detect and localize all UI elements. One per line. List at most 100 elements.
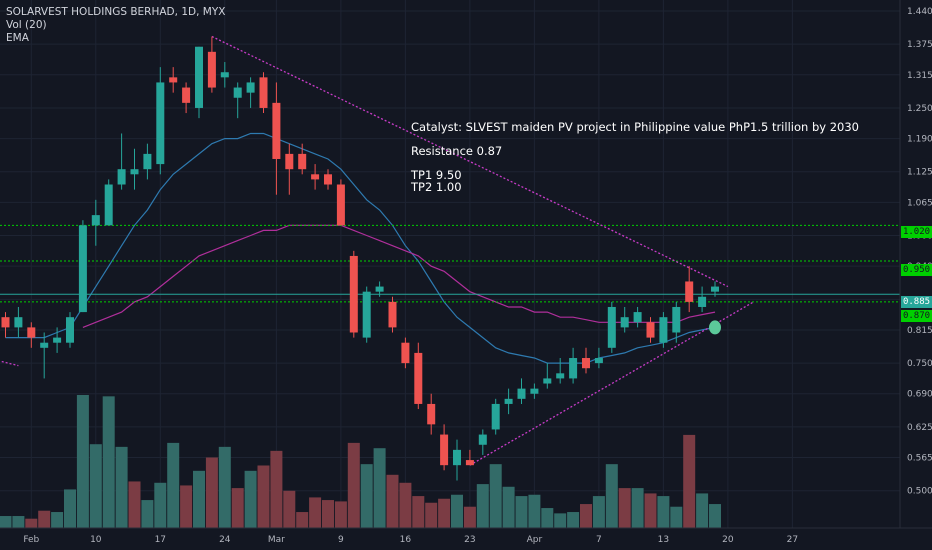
candle-body: [336, 184, 345, 226]
volume-bar: [347, 442, 360, 528]
candle-body: [620, 317, 629, 328]
volume-bar: [334, 501, 347, 528]
volume-bar: [683, 434, 696, 528]
tp1-note[interactable]: TP1 9.50: [411, 168, 462, 182]
price-tick-label: 0.815: [907, 326, 932, 336]
time-tick-label: 16: [400, 535, 412, 545]
candle-body: [78, 225, 87, 313]
volume-bar: [205, 457, 218, 528]
volume-bar: [360, 464, 373, 528]
candle-body: [711, 286, 719, 292]
candle-body: [1, 317, 10, 328]
volume-bar: [644, 493, 657, 528]
price-tick-label: 1.065: [907, 198, 932, 208]
candle-body: [130, 169, 139, 175]
volume-bar: [412, 496, 425, 528]
volume-bar: [257, 465, 270, 528]
volume-bar: [25, 518, 38, 528]
candle-body: [453, 449, 461, 466]
volume-bar: [180, 485, 193, 528]
volume-bar: [373, 448, 386, 528]
candle-body: [543, 378, 552, 384]
price-tick-label: 1.440: [907, 7, 932, 17]
candle-body: [233, 87, 242, 98]
volume-bar: [580, 504, 592, 528]
volume-bar: [76, 395, 89, 528]
price-tick-label: 0.500: [907, 487, 932, 497]
highlight-marker: [709, 320, 721, 335]
price-tick-label: 1.250: [907, 104, 932, 114]
price-badge-0950: 0.950: [901, 264, 932, 276]
candle-body: [14, 317, 23, 328]
volume-indicator-label[interactable]: Vol (20): [6, 19, 47, 31]
candle-body: [66, 317, 74, 343]
resistance-note[interactable]: Resistance 0.87: [411, 144, 503, 158]
candle-body: [401, 342, 410, 364]
candle-body: [427, 403, 436, 425]
volume-bar: [709, 504, 721, 528]
price-badge-1020: 1.020: [901, 226, 932, 238]
price-badge-0870: 0.870: [901, 310, 932, 322]
candle-body: [672, 306, 681, 333]
catalyst-note[interactable]: Catalyst: SLVEST maiden PV project in Ph…: [411, 120, 859, 134]
volume-bar: [12, 516, 25, 528]
volume-bar: [51, 512, 64, 528]
price-tick-label: 0.750: [907, 359, 932, 369]
candle-body: [143, 153, 152, 170]
volume-bar: [0, 516, 12, 528]
candle-body: [388, 301, 397, 328]
volume-bar: [296, 512, 309, 528]
time-tick-label: 9: [338, 535, 344, 545]
time-tick-label: 20: [722, 535, 734, 545]
candle-body: [504, 398, 513, 404]
candle-body: [285, 153, 294, 170]
candle-body: [569, 358, 578, 379]
candle-body: [465, 460, 474, 466]
candle-body: [298, 153, 307, 170]
grid-lines: [0, 0, 900, 528]
candle-body: [375, 286, 384, 292]
volume-bar: [463, 506, 476, 528]
candle-body: [633, 312, 642, 323]
candle-body: [440, 434, 449, 466]
candle-body: [182, 87, 191, 103]
price-tick-label: 0.625: [907, 423, 932, 433]
candle-body: [324, 174, 332, 185]
candle-body: [169, 77, 178, 83]
time-tick-label: 23: [464, 535, 475, 545]
ema-indicator-label[interactable]: EMA: [6, 32, 29, 44]
price-tick-label: 1.315: [907, 71, 932, 81]
horizontal-levels[interactable]: [0, 224, 900, 303]
candle-body: [607, 306, 616, 348]
time-tick-label: Feb: [23, 535, 39, 545]
candle-body: [40, 342, 49, 348]
volume-bar: [541, 508, 554, 528]
time-tick-label: 10: [90, 535, 102, 545]
volume-bar: [141, 500, 154, 528]
candle-body: [220, 72, 229, 78]
volume-bar: [399, 482, 412, 528]
volume-bar: [231, 488, 244, 528]
candle-body: [556, 373, 565, 379]
tp2-note[interactable]: TP2 1.00: [411, 180, 462, 194]
candle-body: [659, 317, 668, 343]
volume-bar: [554, 513, 567, 528]
candle-body: [259, 77, 268, 108]
volume-bar: [438, 498, 451, 528]
candle-body: [646, 322, 655, 338]
price-tick-label: 0.565: [907, 454, 932, 464]
volume-bar: [696, 493, 709, 528]
candle-body: [478, 434, 487, 445]
trendlines[interactable]: [0, 35, 755, 466]
volume-bar: [618, 488, 631, 528]
volume-bar: [283, 490, 296, 528]
candle-body: [195, 46, 203, 108]
candle-body: [117, 169, 126, 185]
volume-bar: [128, 481, 141, 528]
candle-body: [582, 358, 590, 369]
price-badge-0885: 0.885: [901, 296, 932, 308]
volume-bar: [451, 494, 463, 528]
symbol-title[interactable]: SOLARVEST HOLDINGS BERHAD, 1D, MYX: [6, 6, 226, 18]
candle-body: [685, 281, 694, 302]
